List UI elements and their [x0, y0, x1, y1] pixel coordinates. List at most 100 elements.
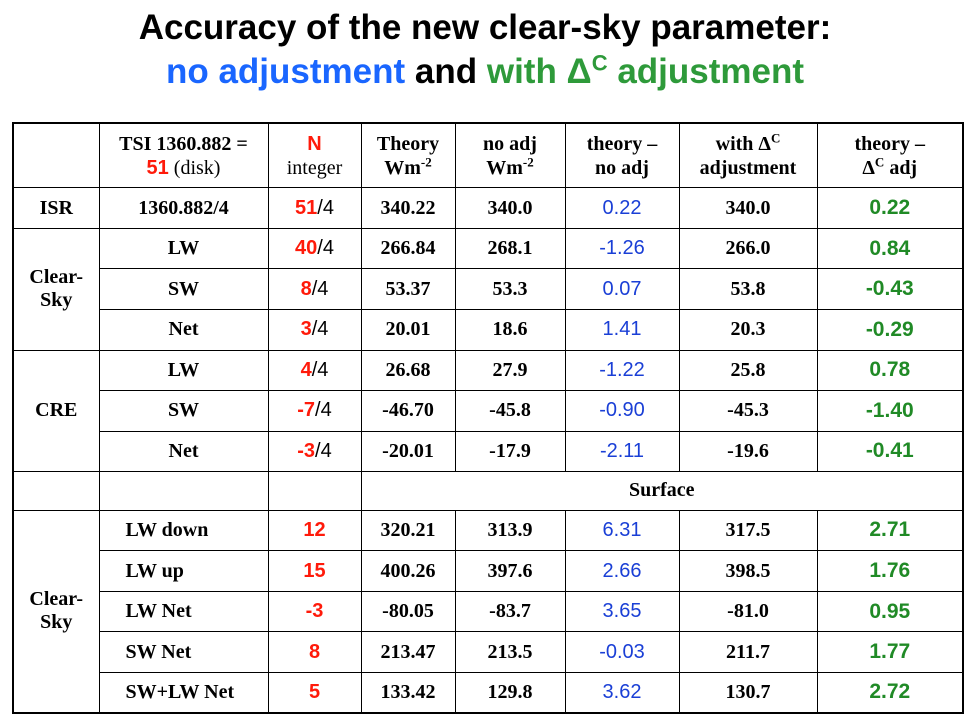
- row-theory-minus-noadj: 0.22: [564, 187, 680, 229]
- row-with-delta: 266.0: [678, 227, 818, 270]
- slide-title-line1: Accuracy of the new clear-sky parameter:: [138, 8, 832, 47]
- row-with-delta: 340.0: [678, 187, 818, 229]
- row-label: SW: [98, 390, 269, 432]
- row-theory: 26.68: [360, 349, 456, 392]
- header-theory-minus-delta: theory – ΔC adj: [816, 122, 964, 189]
- row-theory-minus-noadj: 0.07: [564, 268, 680, 311]
- row-noadj: -17.9: [454, 430, 566, 473]
- row-noadj: 18.6: [454, 309, 566, 351]
- table-row: SW Net 8 213.47 213.5 -0.03 211.7 1.77: [13, 631, 964, 673]
- title-with-delta: with ΔC adjustment: [486, 50, 805, 91]
- surface-empty-3: [267, 471, 362, 511]
- row-with-delta: 20.3: [678, 309, 818, 351]
- row-theory-minus-noadj: -2.11: [564, 430, 680, 473]
- row-theory-minus-delta: -0.41: [816, 430, 964, 473]
- slide-title-line2: no adjustment and with ΔC adjustment: [0, 52, 970, 92]
- table-row: SW 8/4 53.37 53.3 0.07 53.8 -0.43: [13, 268, 964, 311]
- row-label: LW Net: [98, 590, 269, 633]
- row-label: LW down: [98, 509, 269, 552]
- row-label: Net: [98, 430, 269, 473]
- header-n: N integer: [267, 122, 362, 189]
- row-theory-minus-noadj: -1.26: [564, 227, 680, 270]
- row-n: -3: [267, 590, 362, 633]
- row-theory-minus-noadj: -1.22: [564, 349, 680, 392]
- row-with-delta: -45.3: [678, 390, 818, 432]
- table-row: LW up 15 400.26 397.6 2.66 398.5 1.76: [13, 550, 964, 592]
- row-theory-minus-delta: 2.71: [816, 509, 964, 552]
- row-with-delta: -81.0: [678, 590, 818, 633]
- header-theory: Theory Wm-2: [360, 122, 456, 189]
- row-noadj: 27.9: [454, 349, 566, 392]
- row-theory-minus-noadj: 1.41: [564, 309, 680, 351]
- row-n: 4/4: [267, 349, 362, 392]
- row-noadj: 268.1: [454, 227, 566, 270]
- row-theory-minus-noadj: 6.31: [564, 509, 680, 552]
- row-theory-minus-delta: 0.95: [816, 590, 964, 633]
- row-theory-minus-delta: -0.43: [816, 268, 964, 311]
- title-no-adjustment: no adjustment: [165, 52, 406, 91]
- row-theory-minus-delta: 1.77: [816, 631, 964, 673]
- table-row: Net 3/4 20.01 18.6 1.41 20.3 -0.29: [13, 309, 964, 351]
- header-with-delta: with ΔC adjustment: [678, 122, 818, 189]
- row-theory-minus-delta: 0.22: [816, 187, 964, 229]
- row-n: 8/4: [267, 268, 362, 311]
- row-n: 8: [267, 631, 362, 673]
- row-with-delta: 130.7: [678, 671, 818, 714]
- row-label: 1360.882/4: [98, 187, 269, 229]
- row-noadj: 340.0: [454, 187, 566, 229]
- row-noadj: -45.8: [454, 390, 566, 432]
- table-row: LW Net -3 -80.05 -83.7 3.65 -81.0 0.95: [13, 590, 964, 633]
- row-label: SW: [98, 268, 269, 311]
- row-n: 51/4: [267, 187, 362, 229]
- row-theory-minus-noadj: 3.62: [564, 671, 680, 714]
- row-theory: 20.01: [360, 309, 456, 351]
- row-with-delta: 398.5: [678, 550, 818, 592]
- row-with-delta: 53.8: [678, 268, 818, 311]
- header-tsi: TSI 1360.882 = 51 (disk): [98, 122, 269, 189]
- surface-label: Surface: [360, 471, 964, 511]
- row-theory-minus-noadj: 3.65: [564, 590, 680, 633]
- table-row: CRE LW 4/4 26.68 27.9 -1.22 25.8 0.78: [12, 349, 964, 473]
- row-n: -7/4: [267, 390, 362, 432]
- row-with-delta: -19.6: [678, 430, 818, 473]
- row-n: 12: [267, 509, 362, 552]
- row-theory-minus-noadj: -0.03: [564, 631, 680, 673]
- row-n: 15: [267, 550, 362, 592]
- row-noadj: 213.5: [454, 631, 566, 673]
- group-clear-sky: Clear- Sky: [12, 227, 100, 351]
- row-noadj: 397.6: [454, 550, 566, 592]
- row-theory-minus-delta: -0.29: [816, 309, 964, 351]
- row-theory: 400.26: [360, 550, 456, 592]
- surface-empty-2: [98, 471, 269, 511]
- row-theory: -80.05: [360, 590, 456, 633]
- row-label: LW up: [98, 550, 269, 592]
- row-theory-minus-delta: 0.84: [816, 227, 964, 270]
- row-theory: -20.01: [360, 430, 456, 473]
- row-theory: 320.21: [360, 509, 456, 552]
- surface-empty-1: [12, 471, 100, 511]
- row-with-delta: 317.5: [678, 509, 818, 552]
- row-theory: 213.47: [360, 631, 456, 673]
- header-noadj: no adj Wm-2: [454, 122, 566, 189]
- group-cre: CRE: [12, 349, 100, 473]
- row-with-delta: 211.7: [678, 631, 818, 673]
- row-theory-minus-delta: -1.40: [816, 390, 964, 432]
- row-theory: 133.42: [360, 671, 456, 714]
- table-header-row: TSI 1360.882 = 51 (disk) N integer Theor…: [12, 122, 964, 189]
- row-theory: 340.22: [360, 187, 456, 229]
- group-clear-sky-surface: Clear- Sky: [12, 509, 100, 714]
- row-n: 40/4: [267, 227, 362, 270]
- row-with-delta: 25.8: [678, 349, 818, 392]
- table-row: ISR 1360.882/4 51/4 340.22 340.0 0.22 34…: [12, 187, 964, 229]
- table-row: SW -7/4 -46.70 -45.8 -0.90 -45.3 -1.40: [13, 390, 964, 432]
- row-theory-minus-delta: 2.72: [816, 671, 964, 714]
- row-theory: 53.37: [360, 268, 456, 311]
- row-n: -3/4: [267, 430, 362, 473]
- row-label: Net: [98, 309, 269, 351]
- row-theory: -46.70: [360, 390, 456, 432]
- row-label: SW+LW Net: [98, 671, 269, 714]
- table-row: SW+LW Net 5 133.42 129.8 3.62 130.7 2.72: [13, 671, 964, 714]
- title-and: and: [405, 52, 487, 91]
- header-theory-minus-noadj: theory – no adj: [564, 122, 680, 189]
- row-noadj: 53.3: [454, 268, 566, 311]
